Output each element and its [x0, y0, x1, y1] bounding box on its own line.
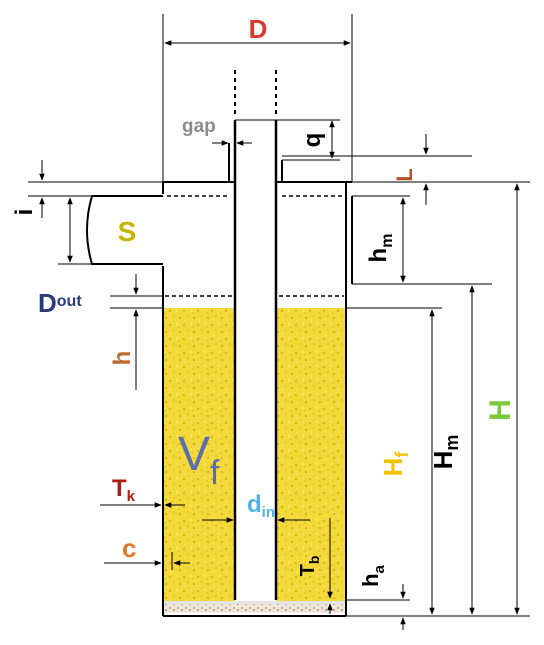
- label-T-b: Tb: [297, 556, 322, 577]
- label-D-out: Dout: [38, 288, 82, 318]
- label-T-k: Tk: [112, 475, 136, 505]
- label-q: q: [299, 133, 326, 148]
- label-h: h: [109, 351, 136, 366]
- bottom-plate: [163, 601, 346, 604]
- vessel: [86, 70, 353, 617]
- label-i: i: [11, 209, 38, 216]
- label-L: L: [392, 168, 417, 181]
- dimension-lines: [28, 14, 530, 630]
- label-D: D: [249, 14, 268, 44]
- filter-medium-right: [276, 308, 346, 601]
- label-gap: gap: [182, 116, 216, 137]
- label-h-m: hm: [365, 234, 396, 263]
- filter-medium-left: [163, 308, 235, 601]
- label-H-m: Hm: [428, 435, 462, 470]
- label-d-in: din: [247, 491, 275, 521]
- label-H-f: Hf: [378, 451, 412, 477]
- label-c: c: [122, 533, 136, 563]
- label-V-f: Vf: [178, 428, 220, 492]
- label-h-a: ha: [358, 564, 388, 586]
- labels: D gap q L i S hm Dout h Vf Hf Hm H Tk di…: [11, 14, 517, 587]
- label-S: S: [118, 216, 137, 247]
- label-H: H: [484, 399, 517, 421]
